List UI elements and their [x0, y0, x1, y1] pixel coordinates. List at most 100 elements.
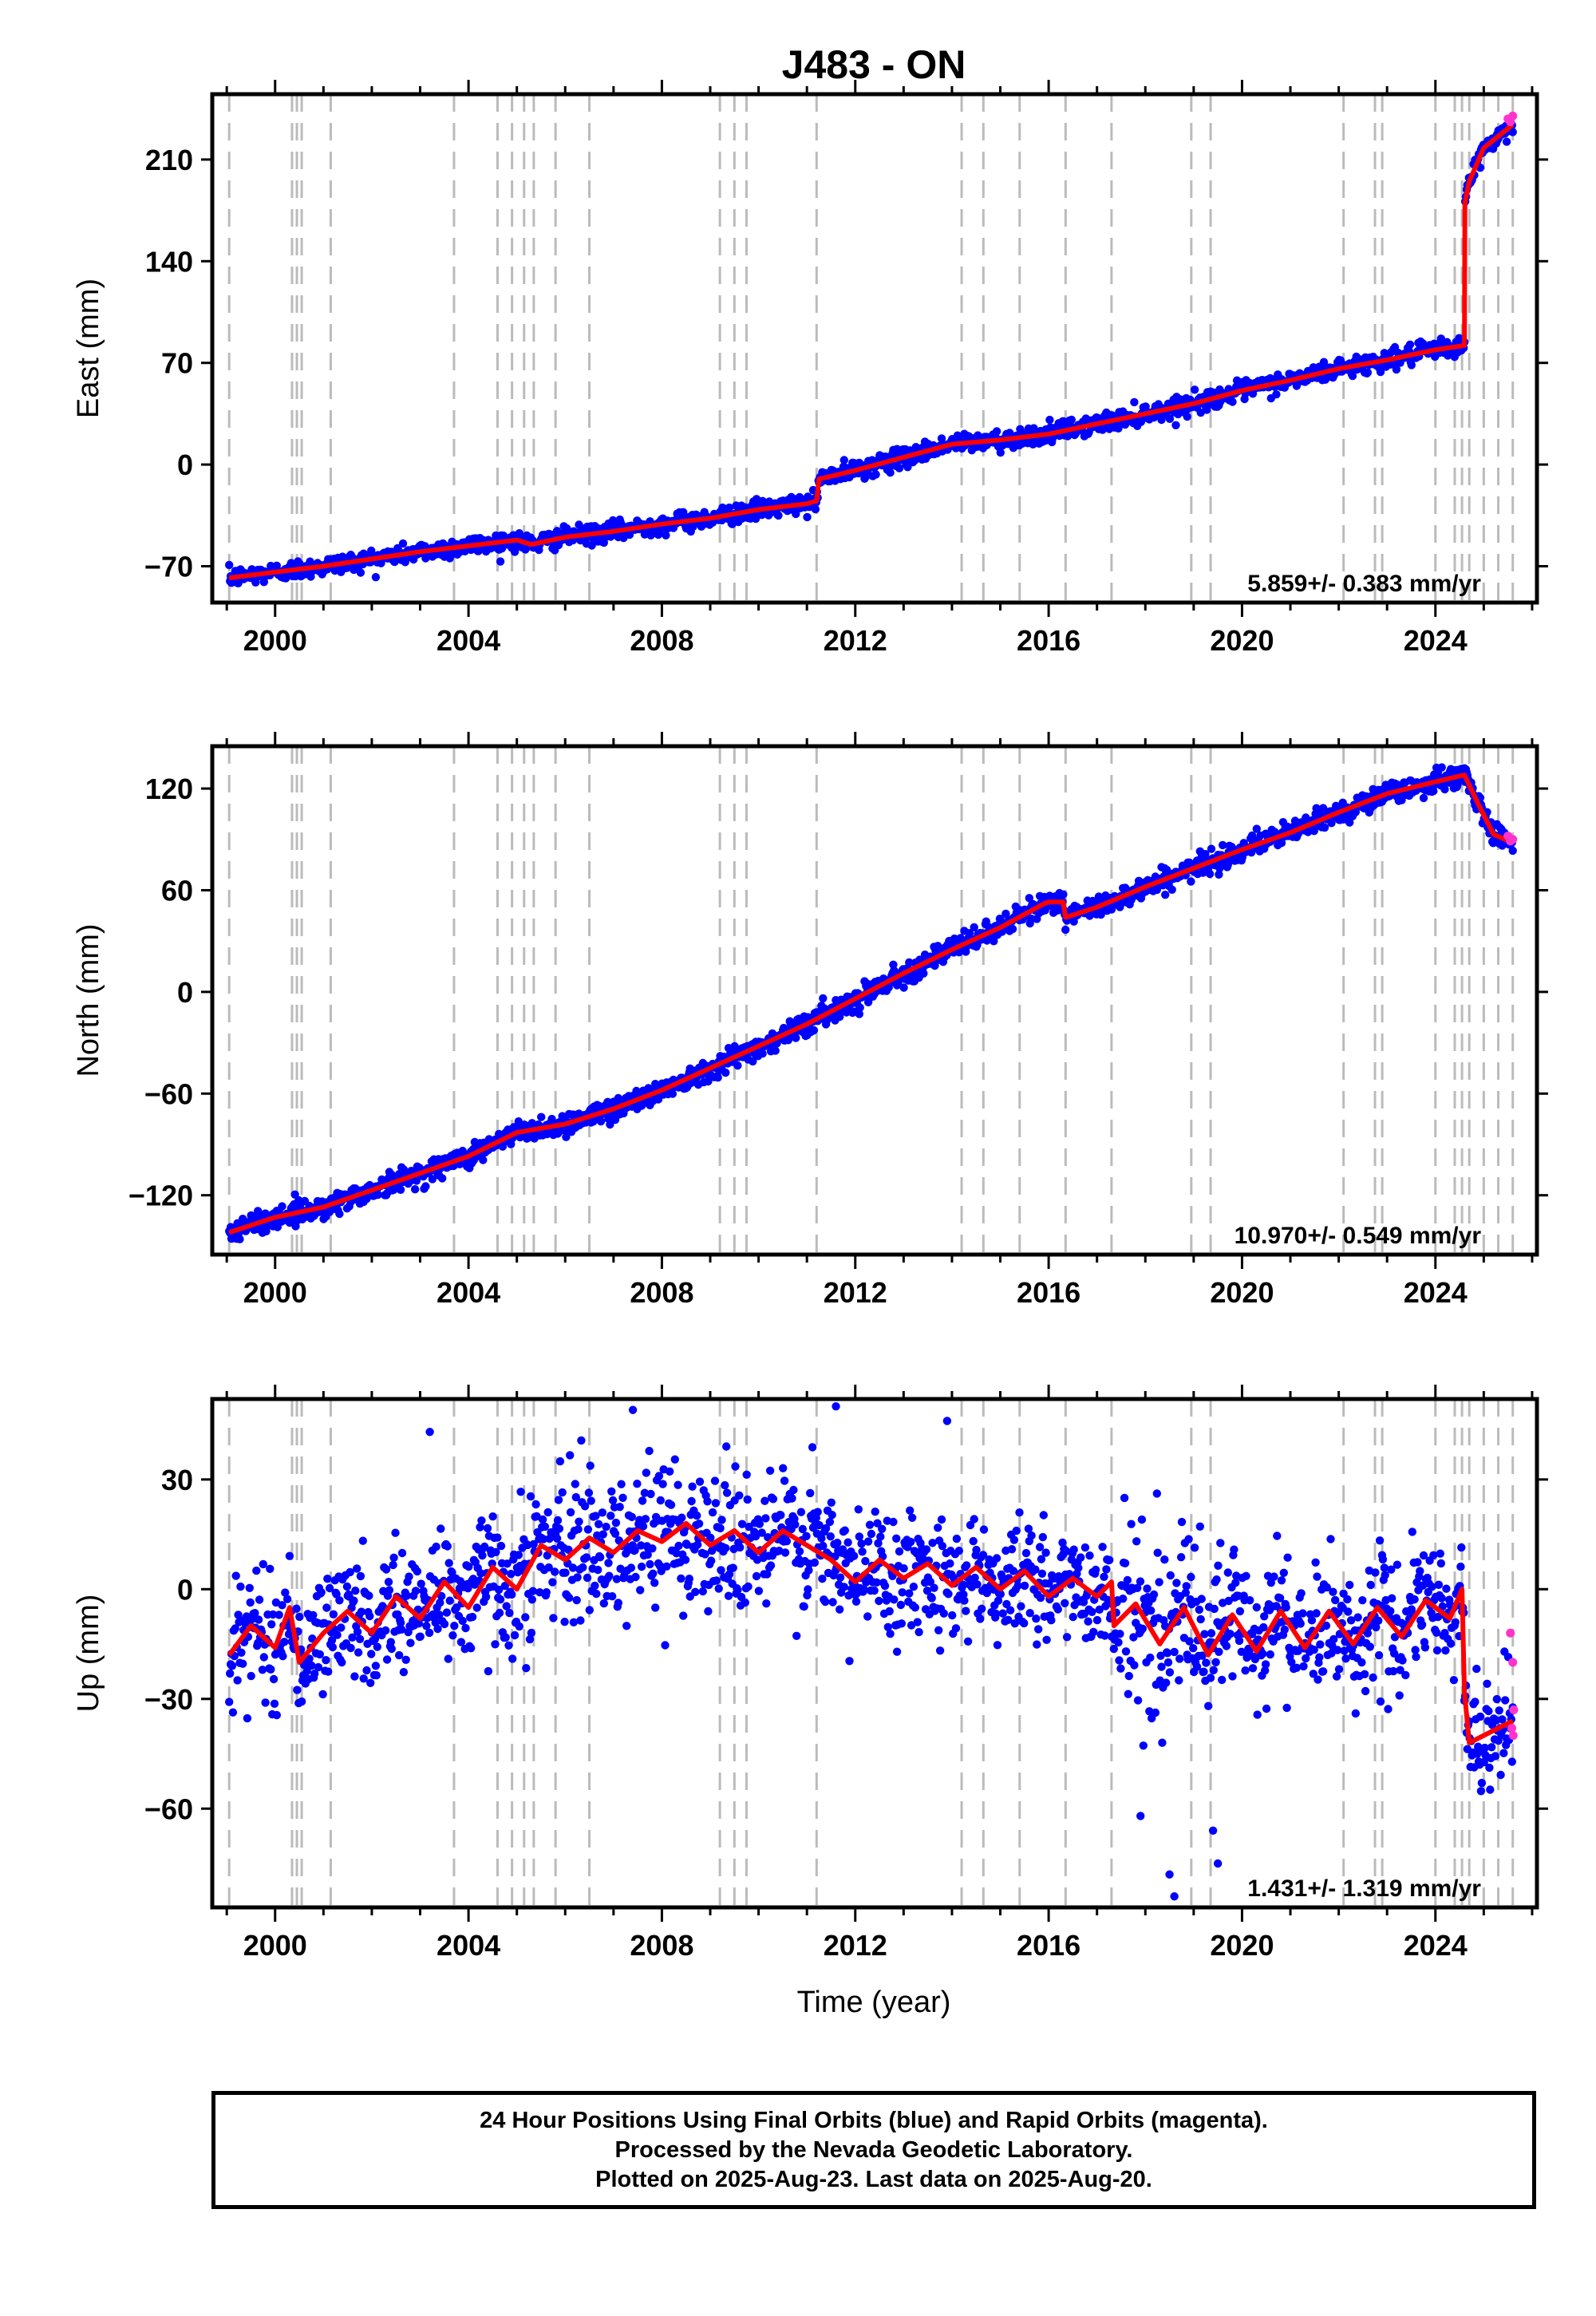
final-orbit-point: [587, 1496, 595, 1505]
final-orbit-point: [1199, 1667, 1208, 1676]
final-orbit-point: [840, 1526, 850, 1535]
final-orbit-point: [935, 1646, 945, 1655]
final-orbit-point: [907, 1537, 915, 1547]
final-orbit-point: [885, 1607, 894, 1616]
final-orbit-point: [701, 1550, 709, 1559]
final-orbit-point: [1206, 1674, 1215, 1682]
final-orbit-point: [267, 1665, 275, 1674]
final-orbit-point: [752, 1571, 761, 1581]
final-orbit-point: [1215, 1647, 1223, 1656]
final-orbit-point: [599, 538, 608, 547]
final-orbit-point: [825, 1517, 835, 1527]
final-orbit-point: [591, 1581, 599, 1591]
final-orbit-point: [285, 1551, 294, 1560]
final-orbit-point: [560, 1618, 569, 1626]
final-orbit-point: [1080, 1543, 1090, 1552]
final-orbit-point: [1318, 804, 1328, 812]
final-orbit-point: [1109, 1644, 1119, 1654]
final-orbit-point: [371, 1662, 381, 1670]
final-orbit-point: [889, 1517, 898, 1527]
final-orbit-point: [649, 1569, 658, 1579]
final-orbit-point: [895, 1547, 904, 1556]
final-orbit-point: [440, 1619, 449, 1629]
final-orbit-point: [1436, 334, 1446, 343]
final-orbit-point: [970, 1573, 979, 1583]
final-orbit-point: [780, 1548, 790, 1557]
final-orbit-point: [833, 1539, 842, 1547]
final-orbit-point: [1183, 412, 1191, 421]
final-orbit-point: [731, 1462, 740, 1471]
final-orbit-point: [1205, 869, 1215, 879]
final-orbit-point: [243, 1713, 252, 1723]
final-orbit-point: [1187, 1572, 1195, 1582]
final-orbit-point: [278, 1601, 286, 1610]
final-orbit-point: [972, 1545, 981, 1555]
final-orbit-point: [428, 1175, 437, 1184]
final-orbit-point: [619, 533, 628, 543]
y-tick-label: 140: [145, 245, 193, 278]
final-orbit-point: [335, 1209, 344, 1219]
final-orbit-point: [1058, 1538, 1067, 1547]
final-orbit-point: [741, 1598, 749, 1607]
x-tick-label: 2008: [630, 624, 693, 657]
final-orbit-point: [505, 1608, 514, 1618]
final-orbit-point: [1277, 839, 1286, 848]
final-orbit-point: [314, 1662, 323, 1672]
final-orbit-point: [1153, 1548, 1162, 1557]
final-orbit-point: [630, 1546, 639, 1555]
final-orbit-point: [1116, 1664, 1125, 1673]
final-orbit-point: [367, 1650, 376, 1658]
final-orbit-point: [266, 1564, 275, 1574]
final-orbit-point: [472, 1603, 481, 1612]
final-orbit-point: [1079, 1598, 1088, 1607]
final-orbit-point: [587, 541, 596, 550]
final-orbit-point: [928, 1539, 937, 1547]
final-orbit-point: [322, 1603, 331, 1612]
final-orbit-point: [1195, 1605, 1204, 1614]
final-orbit-point: [658, 1480, 667, 1488]
final-orbit-point: [323, 1575, 332, 1583]
final-orbit-point: [521, 1613, 530, 1622]
final-orbit-point: [800, 1602, 808, 1611]
final-orbit-point: [1176, 1553, 1186, 1562]
final-orbit-point: [362, 1666, 371, 1675]
final-orbit-point: [318, 1690, 327, 1699]
final-orbit-point: [1175, 1676, 1183, 1685]
final-orbit-point: [810, 1558, 820, 1567]
final-orbit-point: [973, 1580, 982, 1589]
final-orbit-point: [1132, 1537, 1141, 1546]
final-orbit-point: [821, 1524, 831, 1533]
final-orbit-point: [598, 1508, 607, 1517]
final-orbit-point: [479, 1156, 488, 1164]
final-orbit-point: [317, 1588, 326, 1597]
final-orbit-point: [1130, 1661, 1139, 1670]
final-orbit-point: [1171, 421, 1180, 429]
final-orbit-point: [818, 1575, 827, 1583]
final-orbit-point: [438, 1174, 447, 1183]
final-orbit-point: [227, 1662, 237, 1670]
final-orbit-point: [555, 1456, 565, 1466]
final-orbit-point: [886, 468, 895, 477]
x-axis-ticks: 2000 2004 2008 2012 2016 2020 2024: [225, 732, 1534, 1309]
final-orbit-point: [1181, 1588, 1191, 1597]
final-orbit-point: [527, 1628, 536, 1638]
final-orbit-point: [1013, 1581, 1022, 1591]
final-orbit-point: [1182, 1582, 1191, 1591]
final-orbit-point: [281, 1588, 290, 1597]
final-orbit-point: [602, 1522, 610, 1531]
final-orbit-point: [962, 1607, 970, 1615]
final-orbit-point: [1149, 1590, 1159, 1599]
final-orbit-point: [1189, 1644, 1198, 1653]
final-orbit-point: [353, 1627, 362, 1636]
y-tick-label: 0: [177, 976, 193, 1009]
x-tick-label: 2020: [1210, 1276, 1274, 1309]
final-orbit-point: [356, 568, 365, 577]
final-orbit-point: [951, 1624, 961, 1633]
final-orbit-point: [582, 1553, 591, 1562]
final-orbit-point: [293, 1686, 302, 1694]
final-orbit-point: [488, 1512, 497, 1521]
final-orbit-point: [1327, 819, 1336, 828]
final-orbit-point: [507, 1570, 516, 1579]
final-orbit-point: [1053, 1605, 1063, 1614]
